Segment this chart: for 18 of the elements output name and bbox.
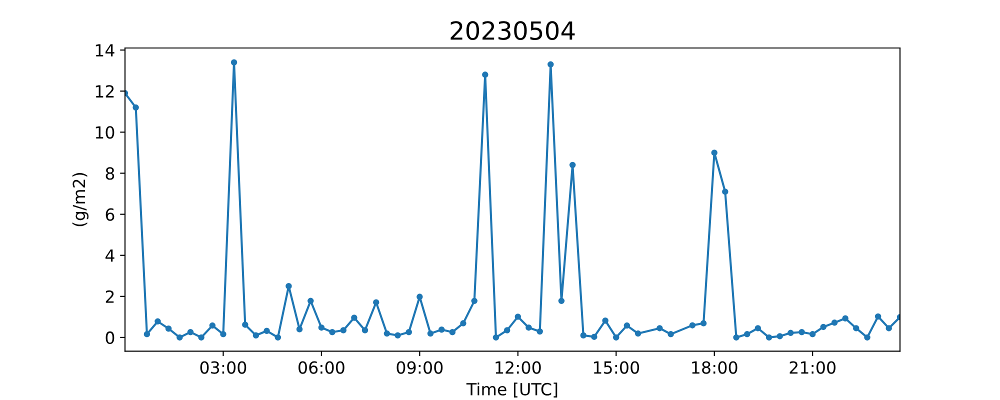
y-tick-label: 6 bbox=[106, 208, 114, 221]
y-axis-title: (g/m2) bbox=[72, 173, 89, 226]
x-tick-label: 09:00 bbox=[396, 361, 443, 374]
x-tick-label: 21:00 bbox=[790, 361, 836, 374]
chart-title: 20230504 bbox=[450, 21, 575, 40]
y-tick-label: 10 bbox=[96, 126, 114, 139]
y-tick-label: 0 bbox=[106, 331, 114, 344]
y-tick-label: 12 bbox=[96, 85, 114, 98]
y-tick-label: 14 bbox=[96, 44, 114, 56]
x-tick-label: 12:00 bbox=[496, 361, 541, 374]
y-tick-label: 2 bbox=[106, 290, 114, 303]
y-tick-label: 4 bbox=[105, 250, 114, 262]
x-tick-label: 06:00 bbox=[298, 361, 344, 374]
x-axis-title: Time [UTC] bbox=[466, 382, 558, 398]
x-tick-label: 03:00 bbox=[200, 361, 246, 374]
y-tick-label: 8 bbox=[106, 167, 114, 180]
x-tick-label: 15:00 bbox=[594, 361, 640, 374]
x-tick-label: 18:00 bbox=[692, 361, 738, 374]
